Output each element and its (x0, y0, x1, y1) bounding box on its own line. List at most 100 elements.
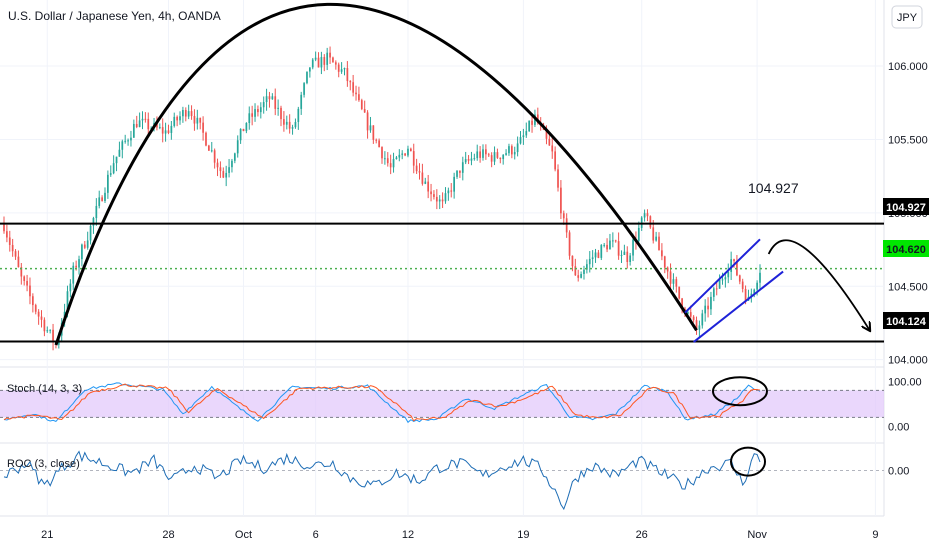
candle-body (280, 107, 282, 120)
candle-body (317, 57, 320, 68)
candle-body (441, 199, 444, 202)
candle-body (14, 251, 17, 257)
candle-body (372, 125, 375, 140)
candle-body (130, 137, 132, 141)
candle-body (487, 154, 490, 156)
candle-body (72, 265, 75, 284)
candle-body (300, 94, 303, 109)
candle-body (334, 62, 337, 65)
candle-body (26, 280, 28, 286)
candle-body (597, 252, 600, 258)
candle-body (363, 109, 366, 113)
roc-legend[interactable]: ROC (3, close) (7, 458, 80, 470)
candle-body (499, 157, 502, 160)
candle-body (271, 96, 274, 100)
price-tick-label: 104.500 (888, 281, 928, 293)
candle-body (614, 240, 617, 242)
candle-body (236, 140, 239, 154)
candle-body (254, 109, 256, 117)
candle-body (707, 305, 709, 310)
candle-body (43, 319, 46, 332)
candle-body (415, 165, 418, 172)
candle-body (508, 146, 510, 154)
time-tick-label: Oct (235, 529, 252, 541)
candle-body (173, 116, 176, 126)
candle-body (309, 67, 311, 72)
candle-body (81, 244, 83, 260)
candle-body (568, 232, 571, 256)
candle-body (208, 145, 210, 151)
candle-body (17, 256, 20, 268)
candle-body (3, 224, 5, 232)
candle-body (78, 259, 80, 268)
candle-body (490, 155, 493, 162)
candle-body (176, 116, 178, 121)
rounded-top-arc (54, 2, 698, 346)
candle-body (522, 135, 525, 138)
candle-body (470, 158, 473, 161)
time-axis[interactable]: 21 28 Oct 6 12 19 26 Nov 9 (41, 529, 878, 541)
candle-body (69, 283, 72, 292)
candle-body (121, 141, 124, 150)
currency-button[interactable]: JPY (891, 5, 923, 29)
candle-body (369, 125, 372, 131)
candle-body (482, 149, 484, 158)
support-price-label: 104.124 (886, 316, 927, 328)
candle-body (658, 236, 660, 251)
candle-body (274, 96, 277, 109)
candle-body (104, 192, 106, 201)
time-tick-label: 21 (41, 529, 53, 541)
candle-body (433, 194, 435, 197)
candle-body (124, 140, 127, 142)
channel-line (693, 270, 784, 343)
candle-body (444, 193, 447, 202)
candle-body (407, 148, 409, 156)
candle-body (34, 305, 37, 312)
candle-body (675, 279, 678, 287)
candle-body (360, 100, 363, 110)
candle-body (560, 187, 562, 214)
candle-body (409, 148, 412, 152)
candle-body (11, 244, 14, 252)
candle-body (179, 116, 181, 121)
candle-body (222, 171, 225, 178)
candle-body (496, 152, 499, 158)
candle-body (303, 83, 305, 95)
candle-body (473, 158, 476, 160)
candle-body (715, 288, 718, 290)
candle-body (311, 59, 314, 68)
candle-body (259, 107, 262, 113)
roc-pane (0, 446, 884, 511)
candle-body (182, 110, 184, 117)
candle-body (620, 254, 623, 256)
candle-body (611, 240, 614, 242)
candle-body (225, 172, 228, 178)
candle-body (190, 111, 193, 117)
candle-body (692, 316, 695, 321)
candle-body (291, 127, 294, 129)
candle-body (86, 240, 89, 248)
candle-body (366, 112, 369, 131)
candle-body (199, 117, 202, 123)
current-price-badge: 104.620 (883, 240, 929, 257)
candle-body (381, 147, 383, 159)
roc-line (3, 450, 761, 511)
stoch-legend[interactable]: Stoch (14, 3, 3) (7, 383, 82, 395)
candle-body (554, 151, 556, 170)
candle-body (698, 325, 701, 330)
candle-body (257, 109, 259, 113)
candle-body (750, 293, 753, 297)
candle-body (519, 137, 522, 144)
candle-body (389, 163, 392, 168)
candle-body (161, 127, 164, 134)
candle-body (349, 81, 352, 83)
candle-body (606, 244, 608, 250)
candle-body (586, 264, 588, 270)
target-annotation-label: 104.927 (748, 180, 799, 196)
candle-body (588, 258, 591, 265)
stoch-d-line (3, 383, 761, 422)
roc-tick-label: 0.00 (888, 466, 909, 478)
candle-body (332, 57, 334, 63)
candle-body (510, 146, 513, 155)
